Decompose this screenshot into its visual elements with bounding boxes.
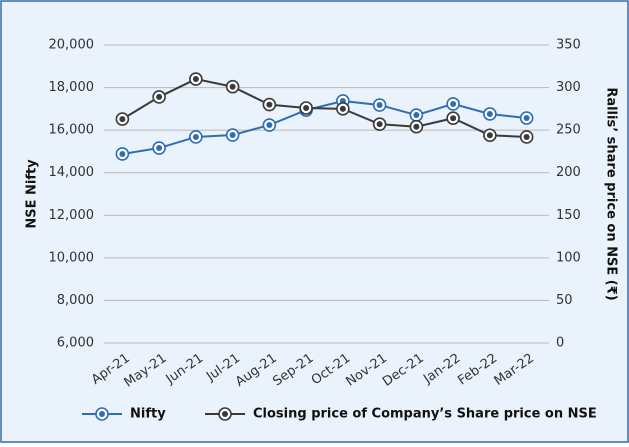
y-tick-label: 20,000 (49, 38, 95, 53)
legend-label: Closing price of Company’s Share price o… (253, 407, 597, 422)
y2-tick-label: 150 (556, 208, 581, 223)
marker (189, 130, 203, 144)
marker (519, 130, 534, 144)
marker (225, 128, 240, 142)
marker (446, 97, 460, 111)
y-tick-label: 18,000 (49, 80, 95, 95)
marker (262, 97, 277, 112)
marker (262, 118, 277, 132)
y-tick-label: 12,000 (49, 208, 95, 223)
y-tick-label: 14,000 (49, 165, 95, 180)
marker (519, 111, 534, 125)
marker (372, 98, 387, 112)
y-tick-label: 8,000 (57, 293, 94, 308)
y-tick-label: 10,000 (49, 250, 95, 265)
marker (299, 101, 313, 115)
marker (336, 102, 350, 116)
marker (189, 72, 203, 86)
y-tick-label: 16,000 (49, 123, 95, 138)
marker (115, 112, 130, 126)
marker (152, 90, 166, 104)
marker (225, 79, 240, 94)
marker (95, 407, 109, 421)
marker (218, 407, 232, 421)
y2-axis-label: Rallis’ share price on NSE (₹) (604, 87, 619, 300)
y-axis-label: NSE Nifty (25, 159, 40, 229)
marker (409, 119, 424, 134)
marker (152, 141, 166, 155)
marker (372, 117, 387, 131)
y2-tick-label: 200 (556, 165, 581, 180)
y2-tick-label: 50 (556, 293, 573, 308)
y2-tick-label: 300 (556, 80, 581, 95)
marker (446, 111, 460, 126)
marker (483, 107, 497, 121)
legend-label: Nifty (130, 407, 166, 422)
y2-tick-label: 0 (556, 336, 564, 351)
marker (409, 108, 424, 122)
y2-tick-label: 350 (556, 38, 581, 53)
y2-tick-label: 250 (556, 123, 581, 138)
y2-tick-label: 100 (556, 250, 581, 265)
marker (483, 128, 497, 143)
y-tick-label: 6,000 (57, 336, 94, 351)
marker (115, 147, 130, 161)
